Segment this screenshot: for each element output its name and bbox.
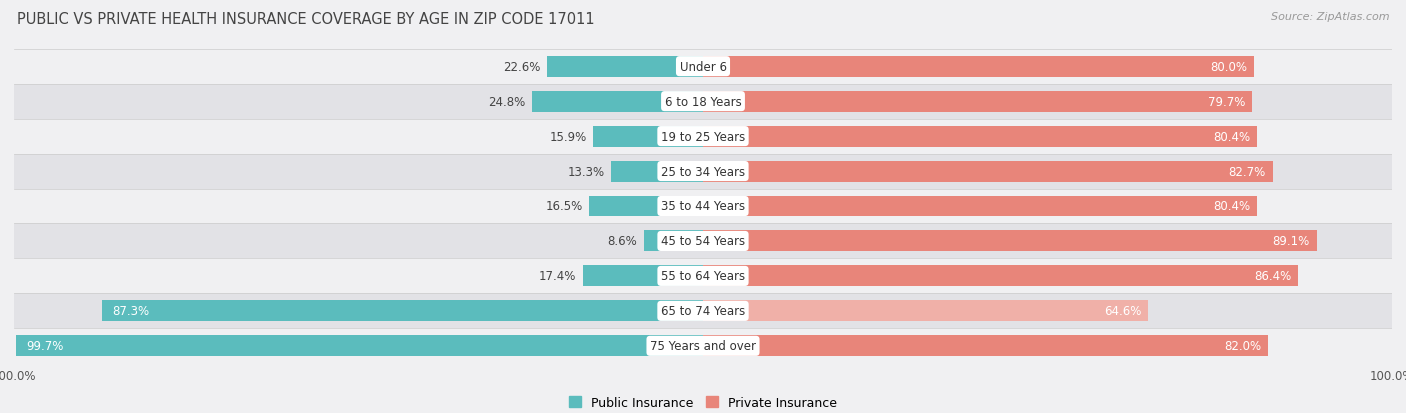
Bar <box>14 259 1392 294</box>
Bar <box>703 335 1268 356</box>
Bar <box>547 57 703 78</box>
Bar <box>101 301 703 322</box>
Text: PUBLIC VS PRIVATE HEALTH INSURANCE COVERAGE BY AGE IN ZIP CODE 17011: PUBLIC VS PRIVATE HEALTH INSURANCE COVER… <box>17 12 595 27</box>
Text: 82.0%: 82.0% <box>1223 339 1261 352</box>
Text: 24.8%: 24.8% <box>488 95 526 108</box>
Text: 64.6%: 64.6% <box>1104 305 1142 318</box>
Text: 15.9%: 15.9% <box>550 130 586 143</box>
Text: 19 to 25 Years: 19 to 25 Years <box>661 130 745 143</box>
Text: 35 to 44 Years: 35 to 44 Years <box>661 200 745 213</box>
Text: 87.3%: 87.3% <box>112 305 149 318</box>
Bar <box>14 189 1392 224</box>
Bar <box>14 84 1392 119</box>
Text: 65 to 74 Years: 65 to 74 Years <box>661 305 745 318</box>
Text: 80.0%: 80.0% <box>1211 61 1247 74</box>
Bar <box>612 161 703 182</box>
Bar <box>531 91 703 112</box>
Text: 22.6%: 22.6% <box>503 61 540 74</box>
Text: 86.4%: 86.4% <box>1254 270 1291 283</box>
Bar <box>703 231 1317 252</box>
Text: 13.3%: 13.3% <box>568 165 605 178</box>
Text: 45 to 54 Years: 45 to 54 Years <box>661 235 745 248</box>
Text: 17.4%: 17.4% <box>538 270 576 283</box>
Bar <box>703 126 1257 147</box>
Text: 75 Years and over: 75 Years and over <box>650 339 756 352</box>
Text: 89.1%: 89.1% <box>1272 235 1310 248</box>
Text: Source: ZipAtlas.com: Source: ZipAtlas.com <box>1271 12 1389 22</box>
Bar <box>583 266 703 287</box>
Legend: Public Insurance, Private Insurance: Public Insurance, Private Insurance <box>564 391 842 413</box>
Bar <box>644 231 703 252</box>
Bar <box>14 119 1392 154</box>
Text: 16.5%: 16.5% <box>546 200 582 213</box>
Text: 80.4%: 80.4% <box>1213 200 1250 213</box>
Bar <box>14 294 1392 329</box>
Bar <box>14 224 1392 259</box>
Text: Under 6: Under 6 <box>679 61 727 74</box>
Bar <box>14 329 1392 363</box>
Bar <box>703 301 1149 322</box>
Bar <box>14 50 1392 84</box>
Bar <box>703 266 1298 287</box>
Text: 6 to 18 Years: 6 to 18 Years <box>665 95 741 108</box>
Text: 25 to 34 Years: 25 to 34 Years <box>661 165 745 178</box>
Text: 79.7%: 79.7% <box>1208 95 1246 108</box>
Bar <box>703 161 1272 182</box>
Bar <box>15 335 703 356</box>
Text: 82.7%: 82.7% <box>1229 165 1265 178</box>
Bar <box>703 91 1253 112</box>
Bar <box>703 196 1257 217</box>
Text: 99.7%: 99.7% <box>27 339 63 352</box>
Text: 80.4%: 80.4% <box>1213 130 1250 143</box>
Text: 55 to 64 Years: 55 to 64 Years <box>661 270 745 283</box>
Bar <box>589 196 703 217</box>
Bar <box>703 57 1254 78</box>
Bar <box>593 126 703 147</box>
Text: 8.6%: 8.6% <box>607 235 637 248</box>
Bar <box>14 154 1392 189</box>
